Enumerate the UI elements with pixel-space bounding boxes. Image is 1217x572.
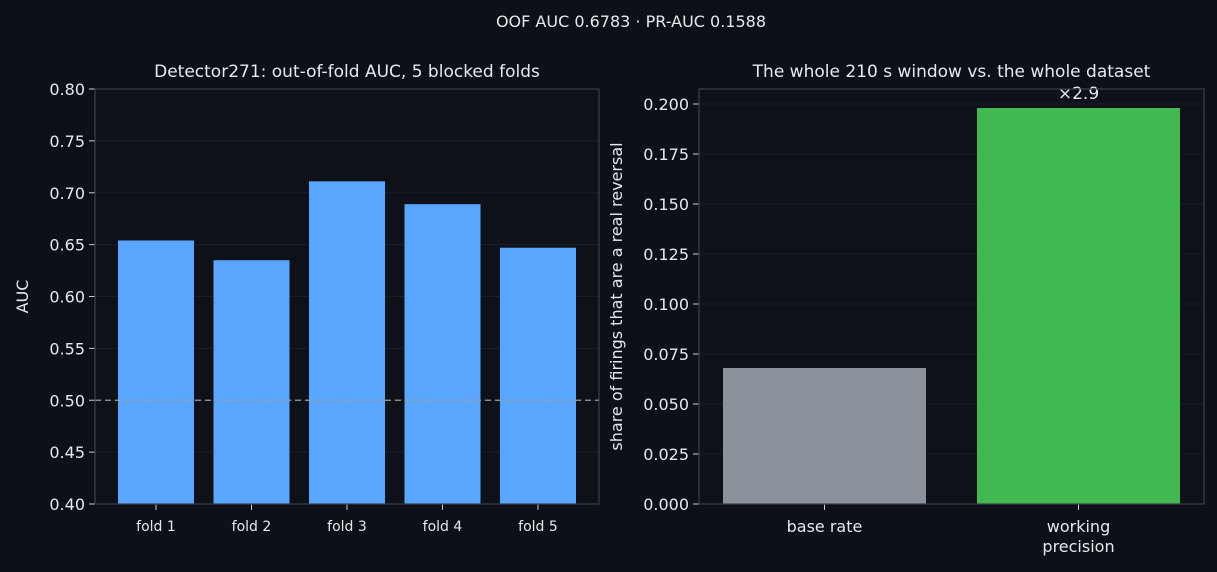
fold-auc-frame <box>94 88 600 505</box>
fold-auc-title: Detector271: out-of-fold AUC, 5 blocked … <box>154 62 540 82</box>
bar <box>723 368 926 504</box>
y-tick-label: 0.55 <box>49 339 85 358</box>
y-tick-label: 0.175 <box>643 145 689 164</box>
x-tick-label: base rate <box>787 517 863 536</box>
y-tick-label: 0.70 <box>49 184 85 203</box>
y-tick-label: 0.050 <box>643 395 689 414</box>
precision-annotations: ×2.9 <box>1058 84 1099 104</box>
fold-auc-panel: 0.40 0.45 0.50 0.55 0.60 0.65 0.70 0.75 0.80 fol… <box>13 62 600 535</box>
y-tick-label: 0.80 <box>49 80 85 99</box>
precision-frame <box>698 88 1205 505</box>
precision-bars <box>723 108 1180 504</box>
fold-auc-y-axis-label: AUC <box>13 280 32 314</box>
y-tick-label: 0.025 <box>643 445 689 464</box>
bar <box>500 247 576 505</box>
x-tick-label: fold 3 <box>327 519 367 535</box>
bar <box>118 240 194 504</box>
fold-auc-y-ticks: 0.40 0.45 0.50 0.55 0.60 0.65 0.70 0.75 0.80 <box>49 80 95 514</box>
x-tick-label: precision <box>1042 537 1114 556</box>
x-tick-label: fold 2 <box>232 519 272 535</box>
x-tick-label: fold 5 <box>518 519 558 535</box>
bar <box>213 260 290 504</box>
y-tick-label: 0.40 <box>49 495 85 514</box>
precision-y-axis-label: share of firings that are a real reversa… <box>607 142 626 450</box>
y-tick-label: 0.200 <box>643 95 689 114</box>
y-tick-label: 0.45 <box>49 443 85 462</box>
y-tick-label: 0.50 <box>49 391 85 410</box>
y-tick-label: 0.60 <box>49 288 85 307</box>
y-tick-label: 0.100 <box>643 295 689 314</box>
y-tick-label: 0.125 <box>643 245 689 264</box>
bar <box>309 181 385 504</box>
ratio-annotation: ×2.9 <box>1058 84 1099 104</box>
figure-suptitle: OOF AUC 0.6783 · PR-AUC 0.1588 <box>496 12 766 31</box>
precision-y-ticks: 0.000 0.025 0.050 0.075 0.100 0.125 0.150 0.175… <box>643 95 699 514</box>
precision-panel: ×2.9 0.000 0.025 0.050 0.075 0.100 0.125 0.150… <box>607 62 1205 556</box>
y-tick-label: 0.75 <box>49 132 85 151</box>
x-tick-label: working <box>1047 517 1110 536</box>
x-tick-label: fold 4 <box>423 519 463 535</box>
bar <box>404 204 481 504</box>
y-tick-label: 0.000 <box>643 495 689 514</box>
y-tick-label: 0.65 <box>49 236 85 255</box>
fold-auc-bars <box>118 181 576 505</box>
y-tick-label: 0.150 <box>643 195 689 214</box>
bar <box>977 108 1180 504</box>
x-tick-label: fold 1 <box>136 519 176 535</box>
fold-auc-x-ticks: fold 1 fold 2 fold 3 fold 4 fold 5 <box>136 504 558 535</box>
precision-title: The whole 210 s window vs. the whole dat… <box>752 62 1151 82</box>
y-tick-label: 0.075 <box>643 345 689 364</box>
